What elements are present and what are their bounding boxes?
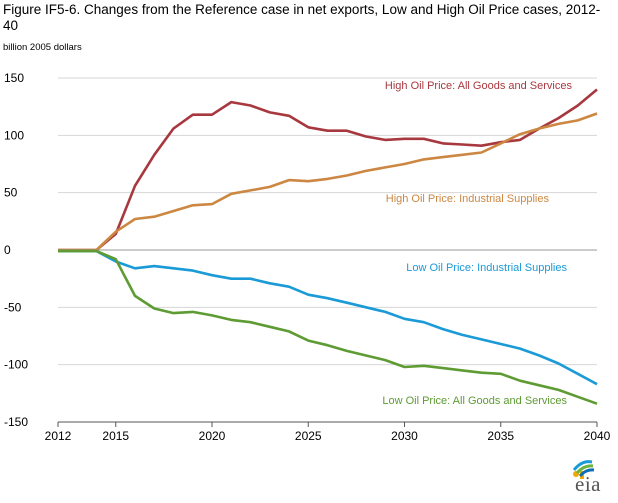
series-line-4 [58,249,598,405]
series-line-1 [58,88,598,252]
x-tick-label: 2012 [45,429,72,443]
series-annotations: High Oil Price: All Goods and Services Hi… [382,80,572,407]
y-tick-label: -150 [4,415,28,429]
series-annotation: Low Oil Price: All Goods and Services [382,395,567,407]
eia-logo [568,458,614,498]
y-tick-label: 50 [4,186,18,200]
series-annotation: Low Oil Price: Industrial Supplies [406,262,567,274]
y-tick-label: 150 [4,71,24,85]
series-line-2 [58,112,598,252]
x-tick-label: 2020 [199,429,226,443]
y-axis-ticks: 150 100 50 0 -50 -100 -150 [4,71,28,429]
x-tick-label: 2030 [391,429,418,443]
chart-title: Figure IF5-6. Changes from the Reference… [3,2,601,33]
series-lines [58,88,598,405]
gridlines [58,77,597,423]
series-line-3 [58,249,598,386]
series-annotation: High Oil Price: Industrial Supplies [386,193,550,205]
x-tick-label: 2035 [487,429,514,443]
x-axis-ticks: 2012 2015 2020 2025 2030 2035 2040 [45,422,611,443]
x-tick-label: 2015 [102,429,129,443]
eia-logo-text: eia [575,472,601,496]
x-tick-label: 2040 [584,429,611,443]
y-tick-label: 100 [4,128,24,142]
series-annotation: High Oil Price: All Goods and Services [385,80,573,92]
y-tick-label: 0 [4,243,11,257]
y-tick-label: -50 [4,300,22,314]
y-axis-unit-label: billion 2005 dollars [3,42,82,53]
y-tick-label: -100 [4,358,28,372]
x-tick-label: 2025 [295,429,322,443]
